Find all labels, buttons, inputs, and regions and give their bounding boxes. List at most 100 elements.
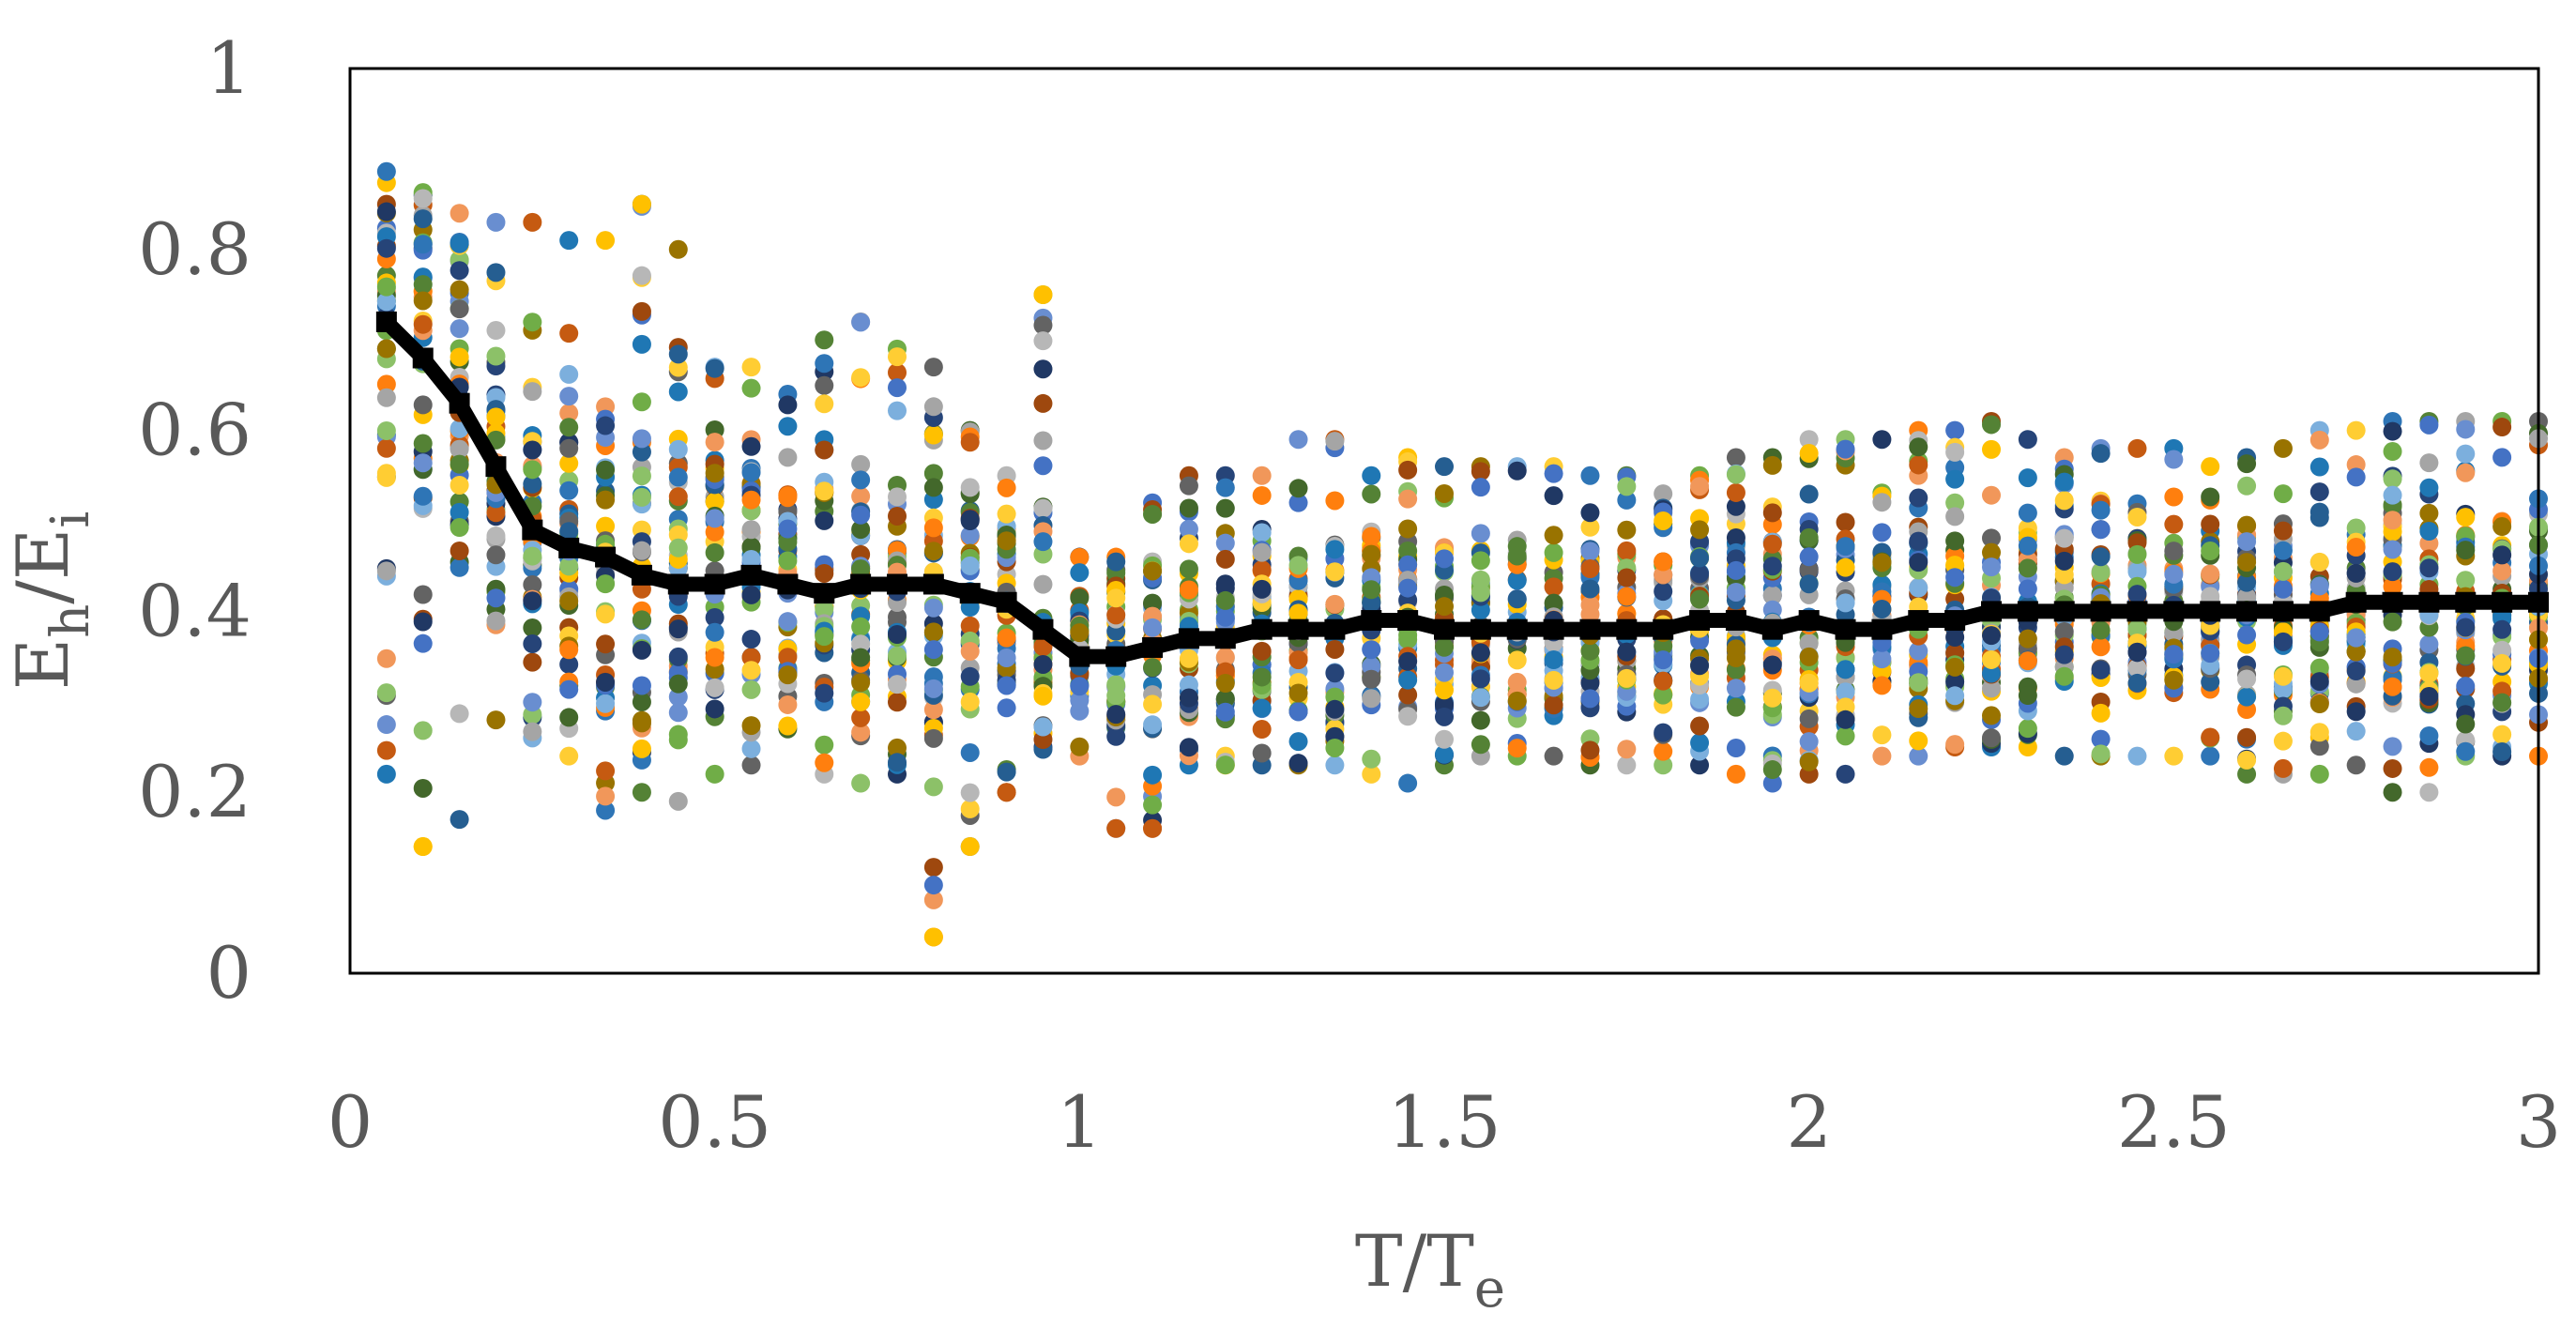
scatter-point bbox=[2091, 520, 2111, 540]
y-tick-label: 0.8 bbox=[138, 207, 252, 291]
scatter-point bbox=[1945, 568, 1965, 588]
mean-curve-marker bbox=[558, 537, 580, 558]
scatter-point bbox=[1471, 583, 1490, 603]
y-tick-label: 0.4 bbox=[138, 569, 252, 652]
scatter-point bbox=[632, 541, 651, 560]
scatter-point bbox=[2273, 541, 2293, 560]
scatter-point bbox=[1362, 484, 1381, 504]
mean-curve-marker bbox=[1142, 636, 1164, 658]
scatter-point bbox=[559, 324, 579, 343]
scatter-point bbox=[2054, 551, 2074, 571]
scatter-point bbox=[413, 314, 433, 334]
scatter-point bbox=[1762, 688, 1782, 708]
scatter-point bbox=[1799, 732, 1819, 752]
scatter-point bbox=[1471, 643, 1490, 663]
scatter-point bbox=[2201, 457, 2220, 477]
scatter-point bbox=[960, 742, 980, 762]
scatter-point bbox=[888, 506, 907, 526]
scatter-point bbox=[997, 504, 1016, 524]
scatter-point bbox=[1033, 456, 1053, 476]
mean-curve-marker bbox=[1871, 618, 1893, 640]
scatter-point bbox=[923, 777, 943, 797]
scatter-point bbox=[2456, 508, 2476, 527]
scatter-point bbox=[2346, 563, 2366, 583]
scatter-point bbox=[1945, 469, 1965, 489]
scatter-point bbox=[1799, 484, 1819, 504]
scatter-point bbox=[632, 610, 651, 630]
scatter-point bbox=[413, 453, 433, 473]
scatter-point bbox=[1654, 685, 1673, 705]
scatter-point bbox=[2309, 482, 2329, 502]
scatter-point bbox=[1215, 648, 1235, 667]
scatter-point bbox=[1726, 679, 1745, 698]
scatter-point bbox=[376, 202, 396, 221]
scatter-point bbox=[1033, 717, 1053, 737]
scatter-point bbox=[1398, 578, 1418, 598]
scatter-point bbox=[1471, 669, 1490, 689]
scatter-point bbox=[2492, 653, 2512, 673]
scatter-point bbox=[1362, 689, 1381, 709]
scatter-point bbox=[1179, 534, 1198, 554]
scatter-point bbox=[1617, 668, 1637, 688]
scatter-point bbox=[1398, 707, 1418, 726]
mean-curve-marker bbox=[522, 519, 543, 541]
scatter-point bbox=[523, 382, 542, 402]
scatter-point bbox=[741, 630, 761, 649]
plot-area-frame bbox=[348, 67, 2540, 975]
scatter-point bbox=[1654, 484, 1673, 504]
scatter-point bbox=[1325, 491, 1345, 511]
scatter-point bbox=[1398, 773, 1418, 793]
scatter-point bbox=[2091, 444, 2111, 464]
scatter-point bbox=[705, 492, 724, 511]
y-tick-label: 0 bbox=[206, 931, 252, 1015]
scatter-point bbox=[1252, 641, 1272, 661]
scatter-point bbox=[1398, 670, 1418, 690]
scatter-point bbox=[632, 487, 651, 507]
scatter-point bbox=[705, 464, 724, 483]
scatter-point bbox=[1872, 676, 1892, 695]
scatter-point bbox=[1143, 561, 1163, 581]
scatter-point bbox=[2309, 502, 2329, 522]
scatter-point bbox=[1215, 702, 1235, 722]
mean-curve-marker bbox=[1214, 628, 1236, 649]
mean-curve-marker bbox=[2163, 601, 2185, 622]
scatter-point bbox=[1909, 437, 1928, 457]
y-tick-label: 0.2 bbox=[138, 750, 252, 833]
mean-curve-marker bbox=[1835, 618, 1856, 640]
scatter-point bbox=[2456, 646, 2476, 665]
scatter-point bbox=[1398, 685, 1418, 705]
scatter-point bbox=[596, 694, 616, 713]
scatter-point bbox=[413, 585, 433, 604]
scatter-point bbox=[668, 647, 688, 666]
scatter-point bbox=[2456, 541, 2476, 560]
scatter-point bbox=[376, 438, 396, 458]
scatter-point bbox=[1471, 710, 1490, 730]
scatter-point bbox=[450, 557, 469, 577]
scatter-point bbox=[559, 557, 579, 576]
scatter-point bbox=[2054, 565, 2074, 585]
scatter-point bbox=[2383, 421, 2402, 441]
scatter-point bbox=[851, 520, 871, 540]
scatter-point bbox=[1836, 660, 1855, 679]
scatter-point bbox=[2492, 545, 2512, 565]
scatter-point bbox=[450, 704, 469, 724]
scatter-point bbox=[1325, 432, 1345, 451]
scatter-point bbox=[1143, 715, 1163, 735]
scatter-point bbox=[413, 291, 433, 311]
scatter-point bbox=[2346, 702, 2366, 722]
scatter-point bbox=[668, 467, 688, 487]
scatter-point bbox=[778, 395, 798, 415]
scatter-point bbox=[1726, 465, 1745, 484]
mean-curve-marker bbox=[1069, 646, 1090, 667]
scatter-point bbox=[1872, 599, 1892, 618]
scatter-outlier-point bbox=[1106, 818, 1126, 838]
scatter-point bbox=[2273, 521, 2293, 541]
scatter-point bbox=[997, 762, 1016, 782]
scatter-point bbox=[1435, 663, 1454, 682]
scatter-point bbox=[1362, 544, 1381, 564]
scatter-point bbox=[960, 526, 980, 545]
scatter-point bbox=[1836, 439, 1855, 459]
scatter-point bbox=[888, 693, 907, 712]
scatter-point bbox=[2383, 469, 2402, 489]
